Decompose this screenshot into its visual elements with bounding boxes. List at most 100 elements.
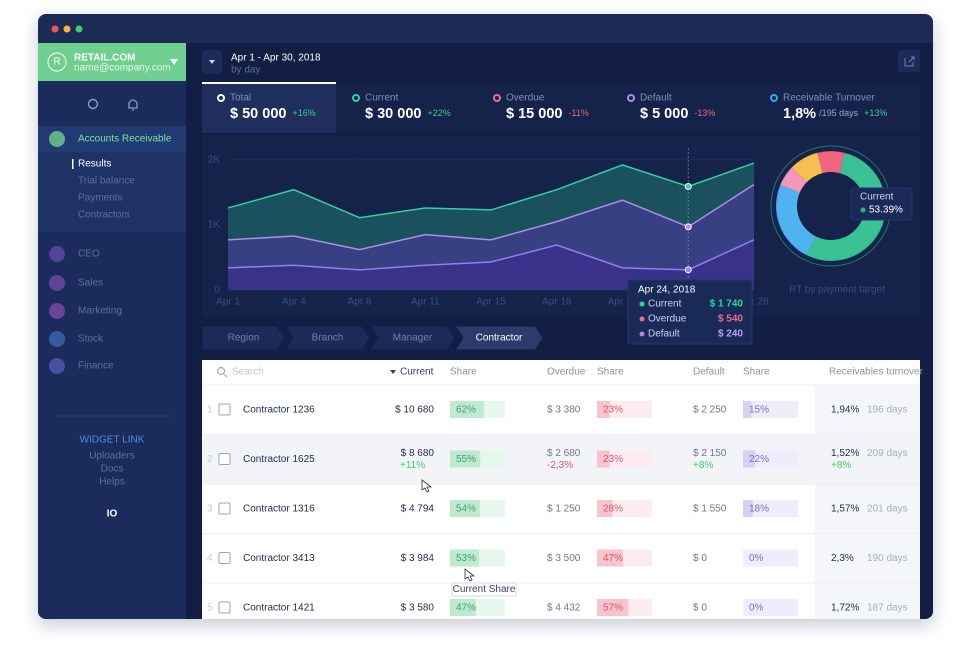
- account-box[interactable]: [38, 43, 186, 81]
- menu-item: Sales: [78, 278, 103, 289]
- share-label: 22%: [749, 454, 769, 465]
- column-header: Receivables turnover: [829, 367, 924, 378]
- account-caret[interactable]: [170, 59, 178, 65]
- period: Apr 1 - Apr 30, 2018: [231, 53, 321, 64]
- logo: IO: [107, 509, 118, 520]
- kpi-label: Current: [365, 93, 399, 104]
- x-tick-label: Apr 28: [739, 297, 769, 308]
- share-bar-bg: [743, 549, 798, 567]
- current-amount: $ 3 580: [401, 603, 435, 614]
- company-email: name@company.com: [74, 63, 171, 74]
- active-menu-icon: [49, 131, 65, 147]
- sidebar-link: Helps: [99, 477, 125, 488]
- row-checkbox[interactable]: [218, 502, 231, 515]
- menu-icon[interactable]: [49, 275, 65, 291]
- search-icon: [216, 366, 226, 376]
- tooltip-date: Apr 24, 2018: [638, 285, 696, 296]
- turnover-days: 190 days: [867, 553, 908, 564]
- kpi-value-line: $ 5 000 -13%: [640, 106, 715, 122]
- minimize-dot[interactable]: [63, 25, 71, 33]
- share-bar: [450, 549, 480, 567]
- default-amount: $ 2 250: [693, 405, 727, 416]
- series-line: [227, 162, 755, 219]
- donut-slice: [817, 151, 845, 174]
- turnover-column-bg: [815, 385, 920, 619]
- share-label: 23%: [603, 454, 623, 465]
- contractor-name: Contractor 3413: [243, 553, 315, 564]
- kpi-value: 1,8%: [783, 106, 816, 122]
- row-checkbox[interactable]: [218, 453, 231, 465]
- tab[interactable]: [201, 325, 286, 351]
- widget-link: WIDGET LINK: [80, 435, 145, 446]
- menu-icon[interactable]: [49, 331, 65, 347]
- kpi-change: -11%: [568, 108, 588, 118]
- menu-icon[interactable]: [49, 246, 65, 262]
- row-highlight: [202, 434, 920, 484]
- turnover-rate: 1,94%: [831, 405, 859, 416]
- tab[interactable]: [284, 325, 371, 351]
- share-label: 15%: [749, 405, 769, 416]
- tab[interactable]: [369, 325, 456, 351]
- current-amount: $ 8 680: [401, 448, 435, 459]
- turnover-days: 201 days: [867, 504, 908, 515]
- search-icon-handle: [223, 373, 228, 378]
- menu-icon[interactable]: [49, 358, 65, 374]
- kpi-dot: [217, 94, 225, 102]
- row-checkbox[interactable]: [218, 601, 231, 614]
- share-bar: [597, 401, 610, 418]
- settings-icon[interactable]: [87, 98, 99, 110]
- current-amount: $ 4 794: [401, 504, 435, 515]
- kpi-label: Overdue: [506, 93, 545, 104]
- company-name: RETAIL.COM: [74, 53, 135, 64]
- menu-item: Marketing: [78, 306, 122, 317]
- turnover-rate: 1,57%: [831, 504, 859, 515]
- share-label: 47%: [603, 553, 623, 564]
- tab[interactable]: [454, 325, 544, 351]
- kpi-value: $ 15 000: [506, 106, 562, 122]
- series-line: [227, 239, 755, 271]
- default-amount: $ 2 150: [693, 448, 727, 459]
- maximize-dot[interactable]: [75, 25, 83, 33]
- bell-icon[interactable]: [128, 99, 138, 111]
- share-label: 18%: [749, 504, 769, 515]
- menu-icon[interactable]: [49, 303, 65, 319]
- share-label: 55%: [456, 454, 476, 465]
- y-tick-label: 2K: [208, 154, 221, 165]
- share-label: 62%: [456, 405, 476, 416]
- kpi-active[interactable]: [202, 83, 336, 133]
- search-placeholder: Search: [232, 367, 264, 378]
- submenu-item: Results: [78, 159, 111, 170]
- submenu-item: Payments: [78, 193, 122, 204]
- tooltip-value: $ 1 740: [710, 299, 744, 310]
- kpi-value-line: $ 30 000 +22%: [365, 106, 451, 122]
- x-tick-label: Apr 1: [216, 297, 240, 308]
- menu-item: Stock: [78, 334, 104, 345]
- series-area: [228, 184, 754, 290]
- row-index: 3: [207, 504, 213, 515]
- donut-slice: [791, 152, 823, 183]
- overdue-amount: $ 4 432: [547, 603, 581, 614]
- close-dot[interactable]: [51, 25, 59, 33]
- column-header: Overdue: [547, 367, 586, 378]
- row-checkbox[interactable]: [218, 403, 231, 416]
- donut-slice: [775, 184, 816, 256]
- granularity: by day: [231, 65, 260, 76]
- export-button[interactable]: [898, 50, 920, 72]
- tooltip-value: $ 540: [718, 314, 743, 325]
- default-amount: $ 0: [693, 603, 707, 614]
- x-tick-label: Apr 8: [348, 297, 372, 308]
- submenu-bg: [38, 152, 186, 232]
- share-label: 0%: [749, 553, 764, 564]
- x-tick-label: Apr 21: [608, 297, 638, 308]
- turnover-rate: 1,72%: [831, 603, 859, 614]
- kpi-change: +22%: [427, 108, 450, 118]
- row-index: 4: [207, 553, 213, 564]
- share-label: 23%: [603, 405, 623, 416]
- tooltip-box: [627, 279, 753, 345]
- donut-tooltip-name: Current: [860, 192, 894, 203]
- turnover-rate: 1,52%: [831, 448, 859, 459]
- row-checkbox[interactable]: [218, 552, 231, 564]
- overdue-amount: $ 3 500: [547, 553, 581, 564]
- tooltip-dot: [639, 316, 645, 322]
